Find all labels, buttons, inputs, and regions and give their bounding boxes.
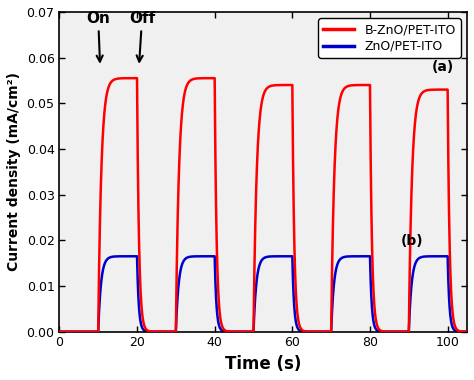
Text: Off: Off — [129, 11, 155, 62]
Text: (b): (b) — [401, 234, 424, 248]
X-axis label: Time (s): Time (s) — [225, 355, 301, 373]
Legend: B-ZnO/PET-ITO, ZnO/PET-ITO: B-ZnO/PET-ITO, ZnO/PET-ITO — [318, 18, 461, 58]
Text: On: On — [86, 11, 110, 62]
Text: (a): (a) — [432, 60, 455, 74]
Y-axis label: Current density (mA/cm²): Current density (mA/cm²) — [7, 72, 21, 271]
